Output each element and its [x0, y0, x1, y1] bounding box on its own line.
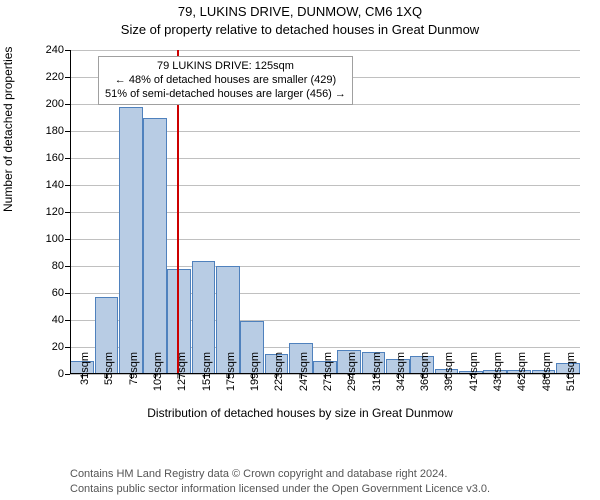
ytick-label: 240 — [24, 44, 64, 56]
xtick-label: 414sqm — [468, 352, 480, 412]
ytick-label: 220 — [24, 71, 64, 83]
gridline — [70, 50, 580, 51]
footer-line2: Contains public sector information licen… — [70, 482, 490, 496]
histogram-bar — [119, 107, 143, 374]
ytick-label: 180 — [24, 125, 64, 137]
annot-line1: 79 LUKINS DRIVE: 125sqm — [105, 60, 346, 74]
xtick-label: 79sqm — [128, 352, 140, 412]
ytick-label: 40 — [24, 314, 64, 326]
xtick-label: 247sqm — [298, 352, 310, 412]
ytick-label: 20 — [24, 341, 64, 353]
xtick-label: 199sqm — [249, 352, 261, 412]
ytick-label: 0 — [24, 368, 64, 380]
xtick-label: 175sqm — [225, 352, 237, 412]
x-axis-label: Distribution of detached houses by size … — [0, 406, 600, 420]
xtick-label: 342sqm — [395, 352, 407, 412]
xtick-label: 510sqm — [565, 352, 577, 412]
plot-area: 79 LUKINS DRIVE: 125sqm ← 48% of detache… — [70, 50, 580, 374]
xtick-label: 223sqm — [273, 352, 285, 412]
chart-area: Number of detached properties 0 20 40 60 80 1… — [0, 42, 600, 422]
page-title: 79, LUKINS DRIVE, DUNMOW, CM6 1XQ — [0, 4, 600, 19]
y-axis-line — [70, 50, 71, 374]
ytick-label: 120 — [24, 206, 64, 218]
xtick-label: 366sqm — [419, 352, 431, 412]
page-subtitle: Size of property relative to detached ho… — [0, 22, 600, 37]
xtick-label: 151sqm — [201, 352, 213, 412]
histogram-bar — [143, 118, 167, 375]
xtick-label: 318sqm — [371, 352, 383, 412]
chart-page: 79, LUKINS DRIVE, DUNMOW, CM6 1XQ Size o… — [0, 0, 600, 500]
xtick-label: 103sqm — [152, 352, 164, 412]
xtick-label: 438sqm — [492, 352, 504, 412]
annotation-box: 79 LUKINS DRIVE: 125sqm ← 48% of detache… — [98, 56, 353, 105]
xtick-label: 55sqm — [103, 352, 115, 412]
xtick-label: 31sqm — [79, 352, 91, 412]
xtick-label: 390sqm — [443, 352, 455, 412]
xtick-label: 462sqm — [516, 352, 528, 412]
ytick-label: 80 — [24, 260, 64, 272]
ytick-label: 60 — [24, 287, 64, 299]
footer-attribution: Contains HM Land Registry data © Crown c… — [70, 467, 490, 496]
ytick-label: 140 — [24, 179, 64, 191]
annot-line2: ← 48% of detached houses are smaller (42… — [105, 74, 346, 88]
y-axis-label: Number of detached properties — [1, 47, 15, 212]
xtick-label: 271sqm — [322, 352, 334, 412]
xtick-label: 294sqm — [346, 352, 358, 412]
ytick-label: 100 — [24, 233, 64, 245]
footer-line1: Contains HM Land Registry data © Crown c… — [70, 467, 490, 481]
annot-line3: 51% of semi-detached houses are larger (… — [105, 88, 346, 102]
ytick-label: 200 — [24, 98, 64, 110]
xtick-label: 486sqm — [541, 352, 553, 412]
ytick-label: 160 — [24, 152, 64, 164]
xtick-label: 127sqm — [176, 352, 188, 412]
